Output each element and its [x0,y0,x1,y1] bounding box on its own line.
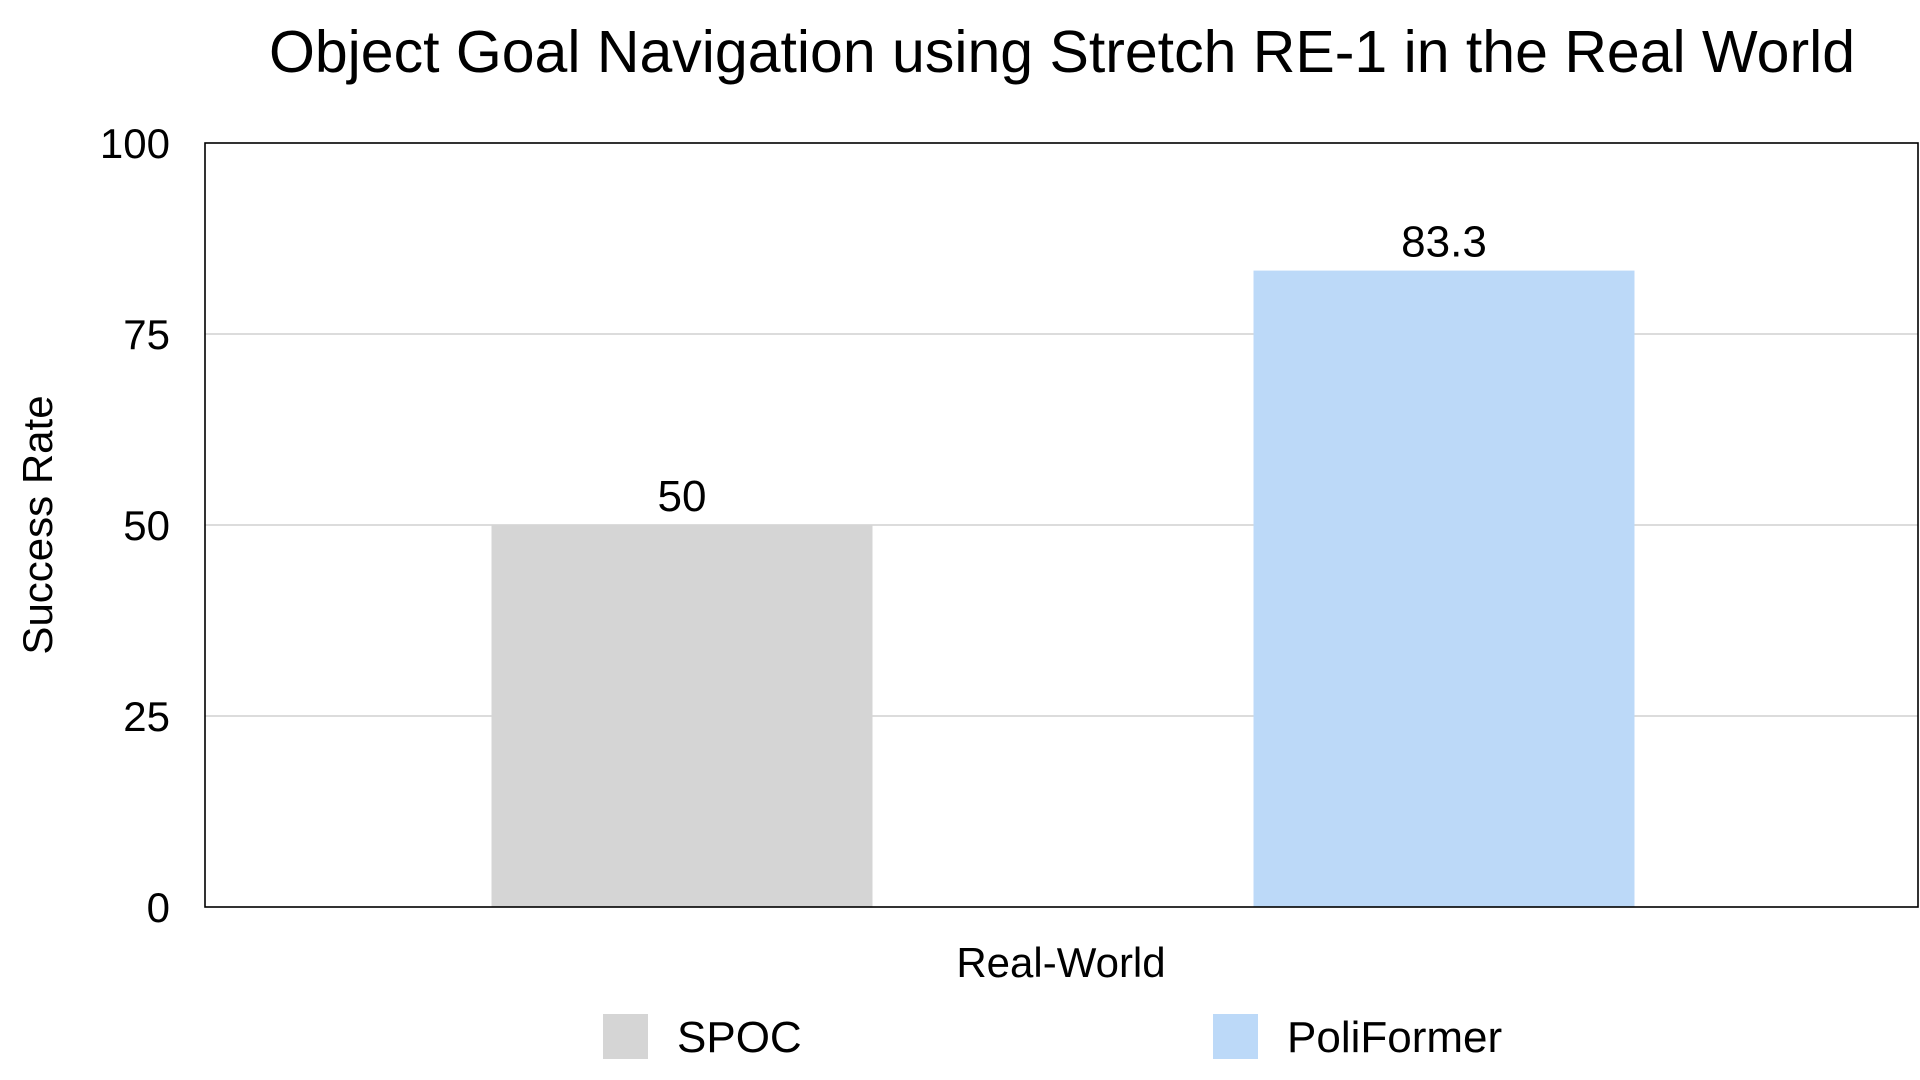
x-axis-label: Real-World [956,939,1165,986]
legend-swatch-spoc [603,1014,648,1059]
y-axis-ticks: 0 25 50 75 100 [100,120,170,931]
bar-poliformer [1253,270,1635,907]
y-tick-label: 100 [100,120,170,167]
data-label-poliformer: 83.3 [1401,218,1487,267]
y-tick-label: 25 [123,693,170,740]
legend-swatch-poliformer [1213,1014,1258,1059]
legend: SPOC PoliFormer [603,1013,1502,1062]
y-tick-label: 0 [147,884,170,931]
legend-label-poliformer: PoliFormer [1287,1013,1502,1062]
data-label-spoc: 50 [658,472,707,521]
bar-spoc [491,525,873,907]
gridlines [205,333,1918,717]
data-labels: 50 83.3 [658,218,1487,521]
y-axis-label: Success Rate [14,395,61,654]
chart-title: Object Goal Navigation using Stretch RE-… [269,19,1855,85]
plot-frame [204,142,1919,908]
bars [491,270,1635,907]
y-tick-label: 75 [123,311,170,358]
y-tick-label: 50 [123,502,170,549]
legend-label-spoc: SPOC [677,1013,802,1062]
